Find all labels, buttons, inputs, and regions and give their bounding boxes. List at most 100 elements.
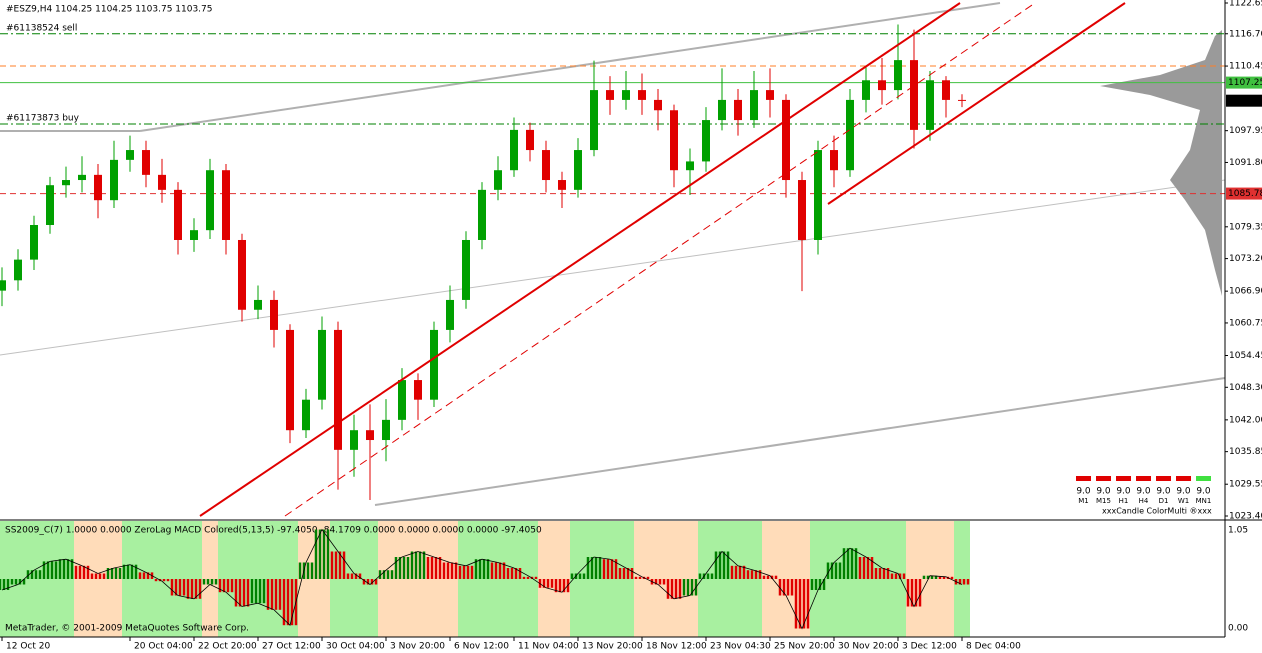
candle-body — [238, 239, 246, 310]
candle-body — [62, 180, 70, 186]
level-label: #61138524 sell — [6, 23, 77, 33]
candle-body — [590, 90, 598, 151]
state-band — [922, 521, 938, 637]
candles — [0, 24, 966, 500]
candle-body — [670, 110, 678, 171]
candle-body — [174, 189, 182, 240]
y-tick-label: 1060.75 — [1229, 318, 1262, 328]
candle-body — [462, 239, 470, 300]
tf-label: M15 — [1096, 497, 1111, 505]
x-tick-label: 25 Nov 20:00 — [774, 642, 835, 652]
tf-bar — [1116, 476, 1131, 481]
state-band — [570, 521, 586, 637]
candle-body — [414, 380, 422, 400]
x-tick-label: 27 Oct 12:00 — [262, 642, 321, 652]
x-tick-label: 20 Oct 04:00 — [134, 642, 193, 652]
state-band — [218, 521, 234, 637]
candle-body — [558, 180, 566, 190]
x-tick-label: 30 Oct 04:00 — [326, 642, 385, 652]
state-band — [154, 521, 170, 637]
candle-body — [270, 299, 278, 330]
y-tick-label: 1048.30 — [1229, 383, 1262, 393]
state-band — [250, 521, 266, 637]
trendline — [374, 377, 1226, 506]
candle-body — [526, 129, 534, 151]
level-label: #61173873 buy — [6, 113, 80, 123]
trendline — [0, 179, 1226, 356]
candle-body — [318, 329, 326, 400]
tf-value: 9.0 — [1136, 487, 1151, 497]
macd-signal — [1, 528, 963, 630]
state-band — [346, 521, 362, 637]
x-tick-label: 30 Nov 20:00 — [838, 642, 899, 652]
state-band — [474, 521, 490, 637]
y-tick-label: 1073.20 — [1229, 254, 1262, 264]
indicator-title: SS2009_C(7) 1.0000 0.0000 ZeroLag MACD C… — [5, 526, 542, 536]
x-tick-label: 18 Nov 12:00 — [646, 642, 707, 652]
x-tick-label: 23 Nov 04:30 — [710, 642, 771, 652]
candle-body — [862, 80, 870, 100]
state-band — [58, 521, 74, 637]
candle-body — [686, 161, 694, 171]
candle-body — [398, 380, 406, 420]
state-band — [906, 521, 922, 637]
tf-label: H1 — [1119, 497, 1129, 505]
state-band — [74, 521, 90, 637]
x-tick-label: 12 Oct 20 — [6, 642, 50, 652]
candle-body — [814, 150, 822, 240]
state-band — [810, 521, 826, 637]
tf-value: 9.0 — [1196, 487, 1211, 497]
levels: #61138524 sell #61173873 buy — [0, 23, 1225, 195]
state-band — [938, 521, 954, 637]
indicator-axis-label: 1.05 — [1228, 526, 1248, 536]
candle-body — [254, 299, 262, 310]
candle-body — [654, 99, 662, 111]
candle-body — [30, 224, 38, 260]
trendline — [139, 2, 1001, 132]
x-tick-label: 22 Oct 20:00 — [198, 642, 257, 652]
symbol-line: #ESZ9,H4 1104.25 1104.25 1103.75 1103.75 — [6, 5, 213, 15]
state-band — [522, 521, 538, 637]
state-band — [874, 521, 890, 637]
x-tick-label: 3 Dec 12:00 — [902, 642, 957, 652]
candle-body — [750, 90, 758, 121]
state-band — [634, 521, 650, 637]
state-band — [826, 521, 842, 637]
candle-body — [206, 170, 214, 231]
state-band — [10, 521, 26, 637]
x-tick-label: 13 Nov 20:00 — [582, 642, 643, 652]
channel-line — [199, 2, 961, 517]
tf-label: M1 — [1078, 497, 1089, 505]
candle-body — [430, 329, 438, 400]
candle-body — [14, 259, 22, 281]
state-band — [202, 521, 218, 637]
candle-body — [46, 185, 54, 225]
candle-body — [494, 170, 502, 190]
tf-value: 9.0 — [1096, 487, 1111, 497]
tf-label: H4 — [1139, 497, 1149, 505]
state-band — [714, 521, 730, 637]
state-band — [90, 521, 106, 637]
tf-label: W1 — [1178, 497, 1189, 505]
channel-line — [827, 2, 1126, 205]
state-band — [682, 521, 698, 637]
candle-body — [638, 90, 646, 100]
tf-label: MN1 — [1196, 497, 1212, 505]
candle-body — [542, 150, 550, 181]
candle-body — [94, 174, 102, 201]
y-tick-label: 1091.80 — [1229, 158, 1262, 168]
candle-body — [574, 150, 582, 190]
tf-bar — [1196, 476, 1211, 481]
state-band — [746, 521, 762, 637]
x-tick-label: 11 Nov 04:00 — [518, 642, 579, 652]
timeframe-panel: 9.0M19.0M159.0H19.0H49.0D19.0W19.0MN1xxx… — [1076, 476, 1212, 516]
state-band — [330, 521, 346, 637]
candle-body — [302, 399, 310, 431]
candle-body — [702, 120, 710, 162]
tf-caption: xxxCandle ColorMulti ®xxx — [1102, 507, 1212, 516]
price-marker — [1226, 94, 1262, 107]
state-band — [170, 521, 186, 637]
candle-body — [958, 99, 966, 101]
state-band — [858, 521, 874, 637]
